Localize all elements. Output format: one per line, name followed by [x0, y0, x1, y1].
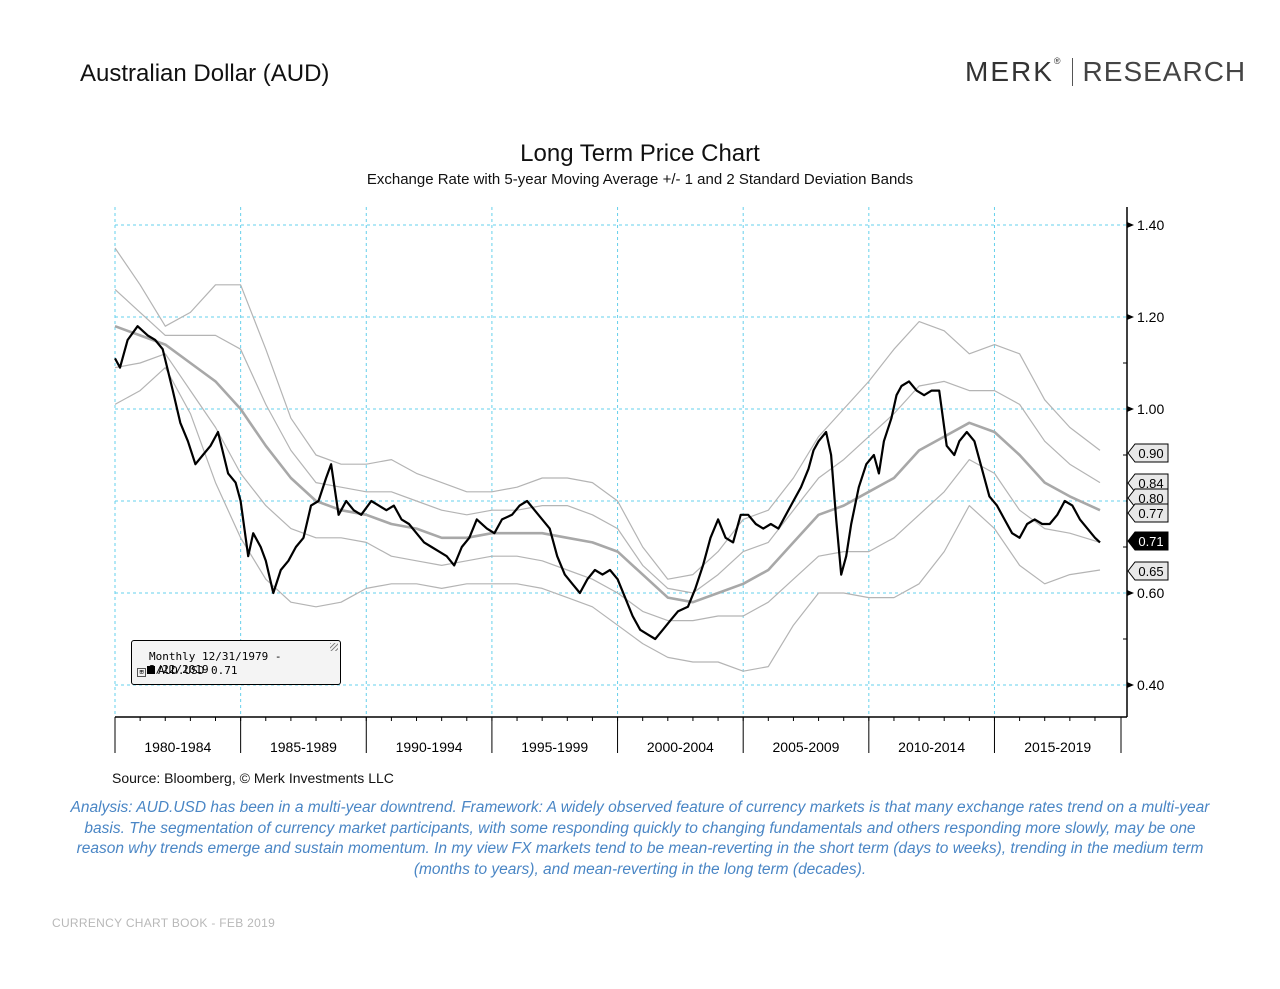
y-tick-label: 0.40 [1137, 677, 1164, 693]
page-title: Australian Dollar (AUD) [80, 60, 330, 87]
logo-registered-mark: ® [1053, 56, 1062, 66]
value-label: 0.65 [1138, 564, 1163, 579]
value-label-tag [1127, 531, 1169, 551]
legend-period: Monthly 12/31/1979 - 2/22/2019 [149, 650, 282, 676]
y-tick-marker [1127, 682, 1134, 688]
chart-legend[interactable]: Monthly 12/31/1979 - 2/22/2019 ⊞ AUD.USD … [131, 640, 341, 685]
value-label: 0.84 [1138, 476, 1163, 491]
series-moving-average [114, 324, 1101, 604]
legend-resize-grip[interactable] [330, 643, 338, 651]
y-tick-marker [1127, 314, 1134, 320]
x-tick-label: 2000-2004 [647, 739, 714, 755]
chart-title: Long Term Price Chart [520, 140, 760, 167]
series-band-upper-2sd [114, 247, 1101, 580]
y-tick-label: 1.20 [1137, 309, 1164, 325]
value-label: 0.71 [1138, 534, 1163, 549]
y-tick-label: 1.00 [1137, 401, 1164, 417]
analysis-text: Analysis: AUD.USD has been in a multi-ye… [70, 799, 1210, 878]
x-tick-label: 2010-2014 [898, 739, 965, 755]
price-chart: 1980-1984 1985-1989 1990-1994 1995-1999 2000… [114, 207, 1169, 755]
value-label-tag [1127, 503, 1169, 523]
logo-divider [1071, 58, 1073, 86]
series-band-lower-2sd [114, 367, 1101, 672]
value-label: 0.90 [1138, 446, 1163, 461]
series-price [114, 325, 1101, 641]
y-tick-marker [1127, 406, 1134, 412]
value-label-tag [1127, 561, 1169, 581]
x-tick-label: 1990-1994 [396, 739, 463, 755]
y-tick-marker [1127, 222, 1134, 228]
x-tick-label: 1980-1984 [144, 739, 211, 755]
logo-merk: MERK [965, 56, 1054, 87]
series-band-upper-1sd [114, 288, 1101, 594]
footer-text: CURRENCY CHART BOOK - FEB 2019 [52, 916, 276, 930]
y-tick-label: 1.40 [1137, 217, 1164, 233]
value-label: 0.77 [1138, 506, 1163, 521]
x-tick-label: 2005-2009 [773, 739, 840, 755]
logo-research: RESEARCH [1082, 56, 1247, 87]
legend-series-label: AUD.USD 0.71 [158, 664, 238, 677]
chart-subtitle: Exchange Rate with 5-year Moving Average… [366, 171, 914, 188]
legend-swatch [147, 666, 155, 674]
x-tick-label: 2015-2019 [1024, 739, 1091, 755]
legend-series-entry: ⊞ AUD.USD 0.71 [137, 664, 237, 677]
y-tick-marker [1127, 590, 1134, 596]
value-label: 0.80 [1138, 491, 1163, 506]
x-tick-label: 1985-1989 [270, 739, 337, 755]
merk-research-logo: MERK® RESEARCH [965, 56, 1246, 88]
x-tick-label: 1995-1999 [521, 739, 588, 755]
series-band-lower-1sd [114, 353, 1101, 622]
value-label-tag [1127, 443, 1169, 463]
expand-icon[interactable]: ⊞ [137, 668, 146, 677]
source-note: Source: Bloomberg, © Merk Investments LL… [112, 770, 394, 786]
y-tick-label: 0.60 [1137, 585, 1164, 601]
